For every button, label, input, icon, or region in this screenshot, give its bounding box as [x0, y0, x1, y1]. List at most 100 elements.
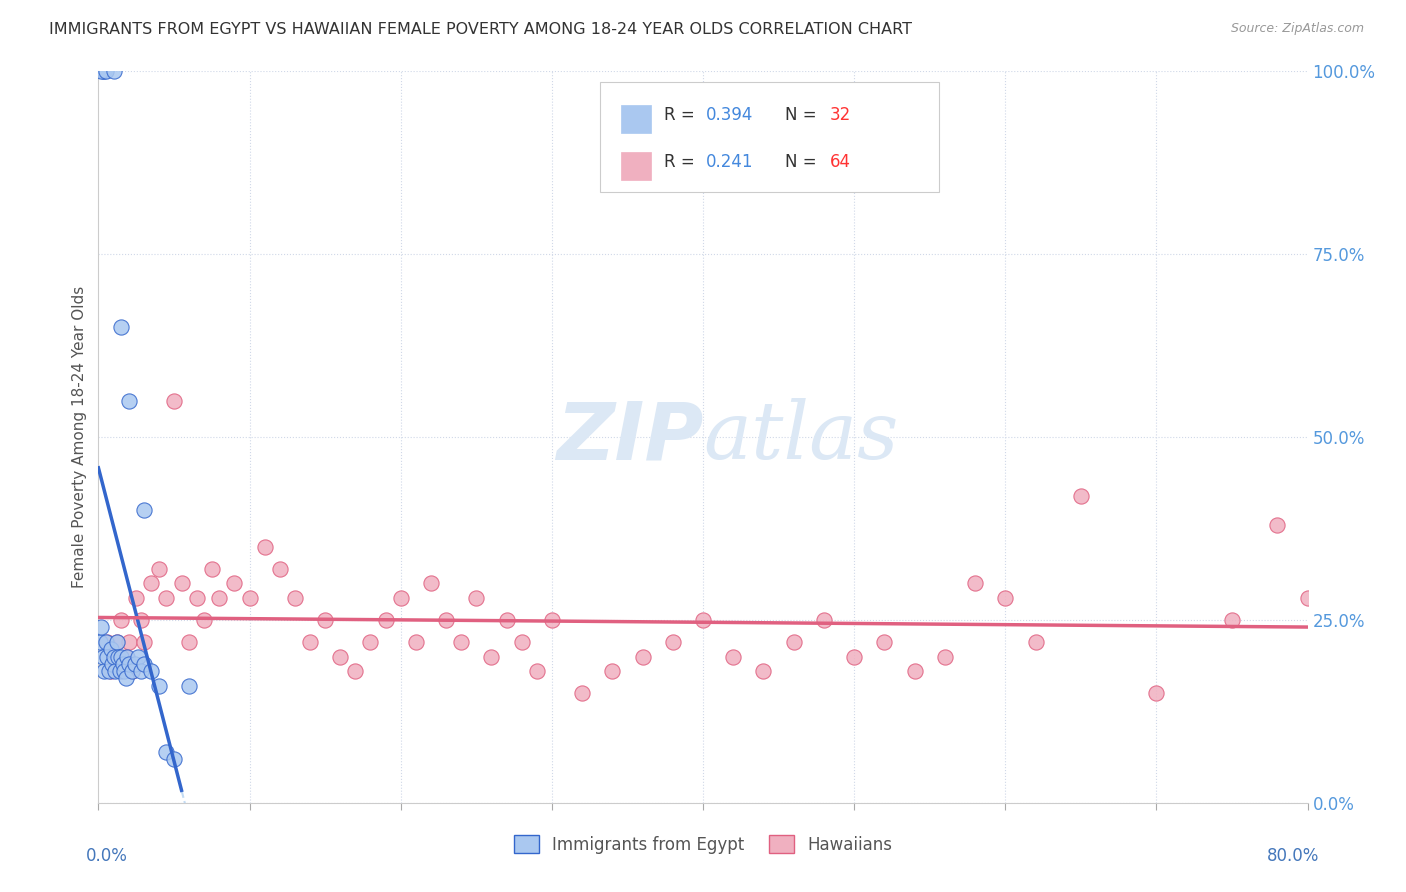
Point	[118, 393, 141, 408]
Point	[103, 64, 125, 78]
Point	[118, 635, 141, 649]
Point	[374, 613, 396, 627]
Point	[904, 664, 927, 678]
Point	[91, 649, 114, 664]
Point	[253, 540, 276, 554]
Point	[96, 649, 118, 664]
Point	[661, 635, 683, 649]
Point	[495, 613, 517, 627]
Legend: Immigrants from Egypt, Hawaiians: Immigrants from Egypt, Hawaiians	[508, 829, 898, 860]
Point	[132, 503, 155, 517]
Point	[148, 679, 170, 693]
Y-axis label: Female Poverty Among 18-24 Year Olds: Female Poverty Among 18-24 Year Olds	[72, 286, 87, 588]
Point	[170, 576, 193, 591]
Point	[127, 649, 149, 664]
Point	[844, 649, 866, 664]
Point	[98, 664, 121, 678]
Point	[103, 649, 125, 664]
Point	[110, 649, 132, 664]
Point	[104, 664, 127, 678]
Point	[100, 642, 122, 657]
Point	[105, 635, 128, 649]
Point	[132, 657, 155, 671]
Text: R =: R =	[664, 153, 700, 171]
Point	[121, 664, 143, 678]
Point	[420, 576, 443, 591]
Point	[208, 591, 231, 605]
Point	[269, 562, 291, 576]
Point	[114, 672, 136, 686]
Text: 0.0%: 0.0%	[86, 847, 128, 864]
Point	[510, 635, 533, 649]
Point	[813, 613, 835, 627]
Point	[105, 635, 128, 649]
Point	[93, 664, 115, 678]
Point	[1220, 613, 1243, 627]
Point	[110, 320, 132, 334]
Point	[481, 649, 503, 664]
Point	[1070, 489, 1092, 503]
Point	[100, 664, 122, 678]
Point	[163, 393, 186, 408]
Point	[314, 613, 336, 627]
Point	[111, 657, 134, 671]
Point	[405, 635, 427, 649]
Point	[1144, 686, 1167, 700]
Point	[148, 562, 170, 576]
Text: 32: 32	[830, 106, 851, 124]
Point	[155, 591, 177, 605]
Point	[129, 613, 152, 627]
Point	[103, 649, 125, 664]
FancyBboxPatch shape	[600, 82, 939, 192]
Point	[114, 649, 136, 664]
Point	[155, 745, 177, 759]
Text: Source: ZipAtlas.com: Source: ZipAtlas.com	[1230, 22, 1364, 36]
Point	[115, 649, 138, 664]
Point	[201, 562, 224, 576]
Point	[124, 657, 146, 671]
Point	[723, 649, 745, 664]
Point	[994, 591, 1017, 605]
Text: 80.0%: 80.0%	[1267, 847, 1320, 864]
Point	[91, 64, 114, 78]
Point	[434, 613, 457, 627]
Point	[873, 635, 896, 649]
Text: 0.394: 0.394	[706, 106, 752, 124]
Point	[1267, 517, 1289, 532]
Point	[193, 613, 215, 627]
Point	[163, 752, 186, 766]
Point	[224, 576, 246, 591]
Point	[692, 613, 714, 627]
Text: ZIP: ZIP	[555, 398, 703, 476]
Point	[108, 664, 131, 678]
Point	[90, 64, 112, 78]
Point	[141, 576, 163, 591]
Point	[284, 591, 307, 605]
Point	[631, 649, 654, 664]
Point	[329, 649, 352, 664]
Point	[96, 635, 118, 649]
Text: atlas: atlas	[703, 399, 898, 475]
Point	[299, 635, 322, 649]
Point	[94, 64, 117, 78]
Point	[179, 679, 201, 693]
Point	[118, 657, 141, 671]
Point	[540, 613, 562, 627]
Point	[465, 591, 488, 605]
Point	[450, 635, 472, 649]
Point	[129, 664, 152, 678]
Point	[239, 591, 262, 605]
Point	[93, 64, 115, 78]
Point	[602, 664, 624, 678]
Point	[132, 635, 155, 649]
Point	[965, 576, 987, 591]
Point	[752, 664, 775, 678]
Point	[89, 635, 111, 649]
Point	[121, 664, 143, 678]
Point	[571, 686, 593, 700]
Point	[389, 591, 412, 605]
Point	[101, 657, 124, 671]
Point	[112, 664, 135, 678]
Bar	[621, 152, 651, 180]
Point	[107, 649, 129, 664]
